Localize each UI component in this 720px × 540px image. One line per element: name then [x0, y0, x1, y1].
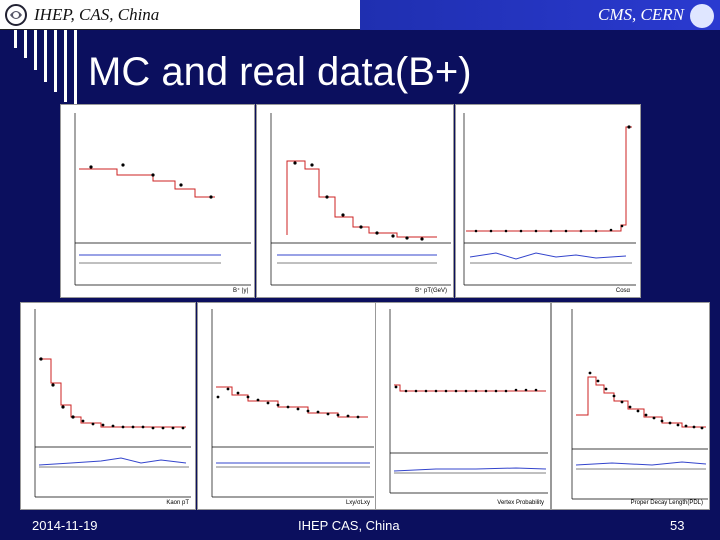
slide-title: MC and real data(B+): [88, 50, 472, 94]
plot-lxy-significance-graphic: [211, 309, 374, 498]
plot-b-rapidity-xlabel: B⁺ |y|: [233, 288, 248, 294]
footer-bar: [0, 515, 720, 540]
plot-vertex-probability-graphic: [389, 309, 548, 494]
plot-b-pt-xlabel: B⁺ pT(GeV): [415, 288, 447, 294]
plot-lxy-significance: Lxy/σLxy: [197, 302, 377, 510]
plot-proper-decay-length-graphic: [571, 309, 708, 500]
plot-cos-alpha-graphic: [463, 113, 636, 286]
plot-b-rapidity-graphic: [74, 113, 251, 286]
plot-cos-alpha-xlabel: Cosα: [615, 288, 630, 294]
plot-kaon-pt: Kaon pT: [20, 302, 196, 510]
cms-logo-icon: [690, 4, 714, 28]
header-left-text: IHEP, CAS, China: [34, 5, 160, 24]
plot-cos-alpha: Cosα: [455, 104, 641, 298]
plot-vertex-probability-xlabel: Vertex Probability: [497, 500, 544, 506]
footer-date: 2014-11-19: [32, 518, 98, 533]
plot-proper-decay-length: Proper Decay Length(PDL): [551, 302, 710, 510]
header-right-text: CMS, CERN: [598, 5, 684, 24]
plot-kaon-pt-xlabel: Kaon pT: [166, 500, 189, 506]
footer-center-text: IHEP CAS, China: [298, 518, 400, 533]
plot-kaon-pt-graphic: [34, 309, 191, 498]
slide-number: 53: [670, 518, 685, 533]
header-right-bar: CMS, CERN: [360, 0, 720, 30]
header-left-bar: IHEP, CAS, China: [0, 0, 360, 30]
plot-proper-decay-length-xlabel: Proper Decay Length(PDL): [630, 500, 703, 506]
ihep-logo-icon: [5, 4, 27, 26]
plot-vertex-probability: Vertex Probability: [375, 302, 551, 510]
plot-b-pt: B⁺ pT(GeV): [256, 104, 454, 298]
plot-b-rapidity: B⁺ |y|: [60, 104, 255, 298]
plot-lxy-significance-xlabel: Lxy/σLxy: [345, 500, 370, 506]
plot-b-pt-graphic: [270, 113, 451, 286]
